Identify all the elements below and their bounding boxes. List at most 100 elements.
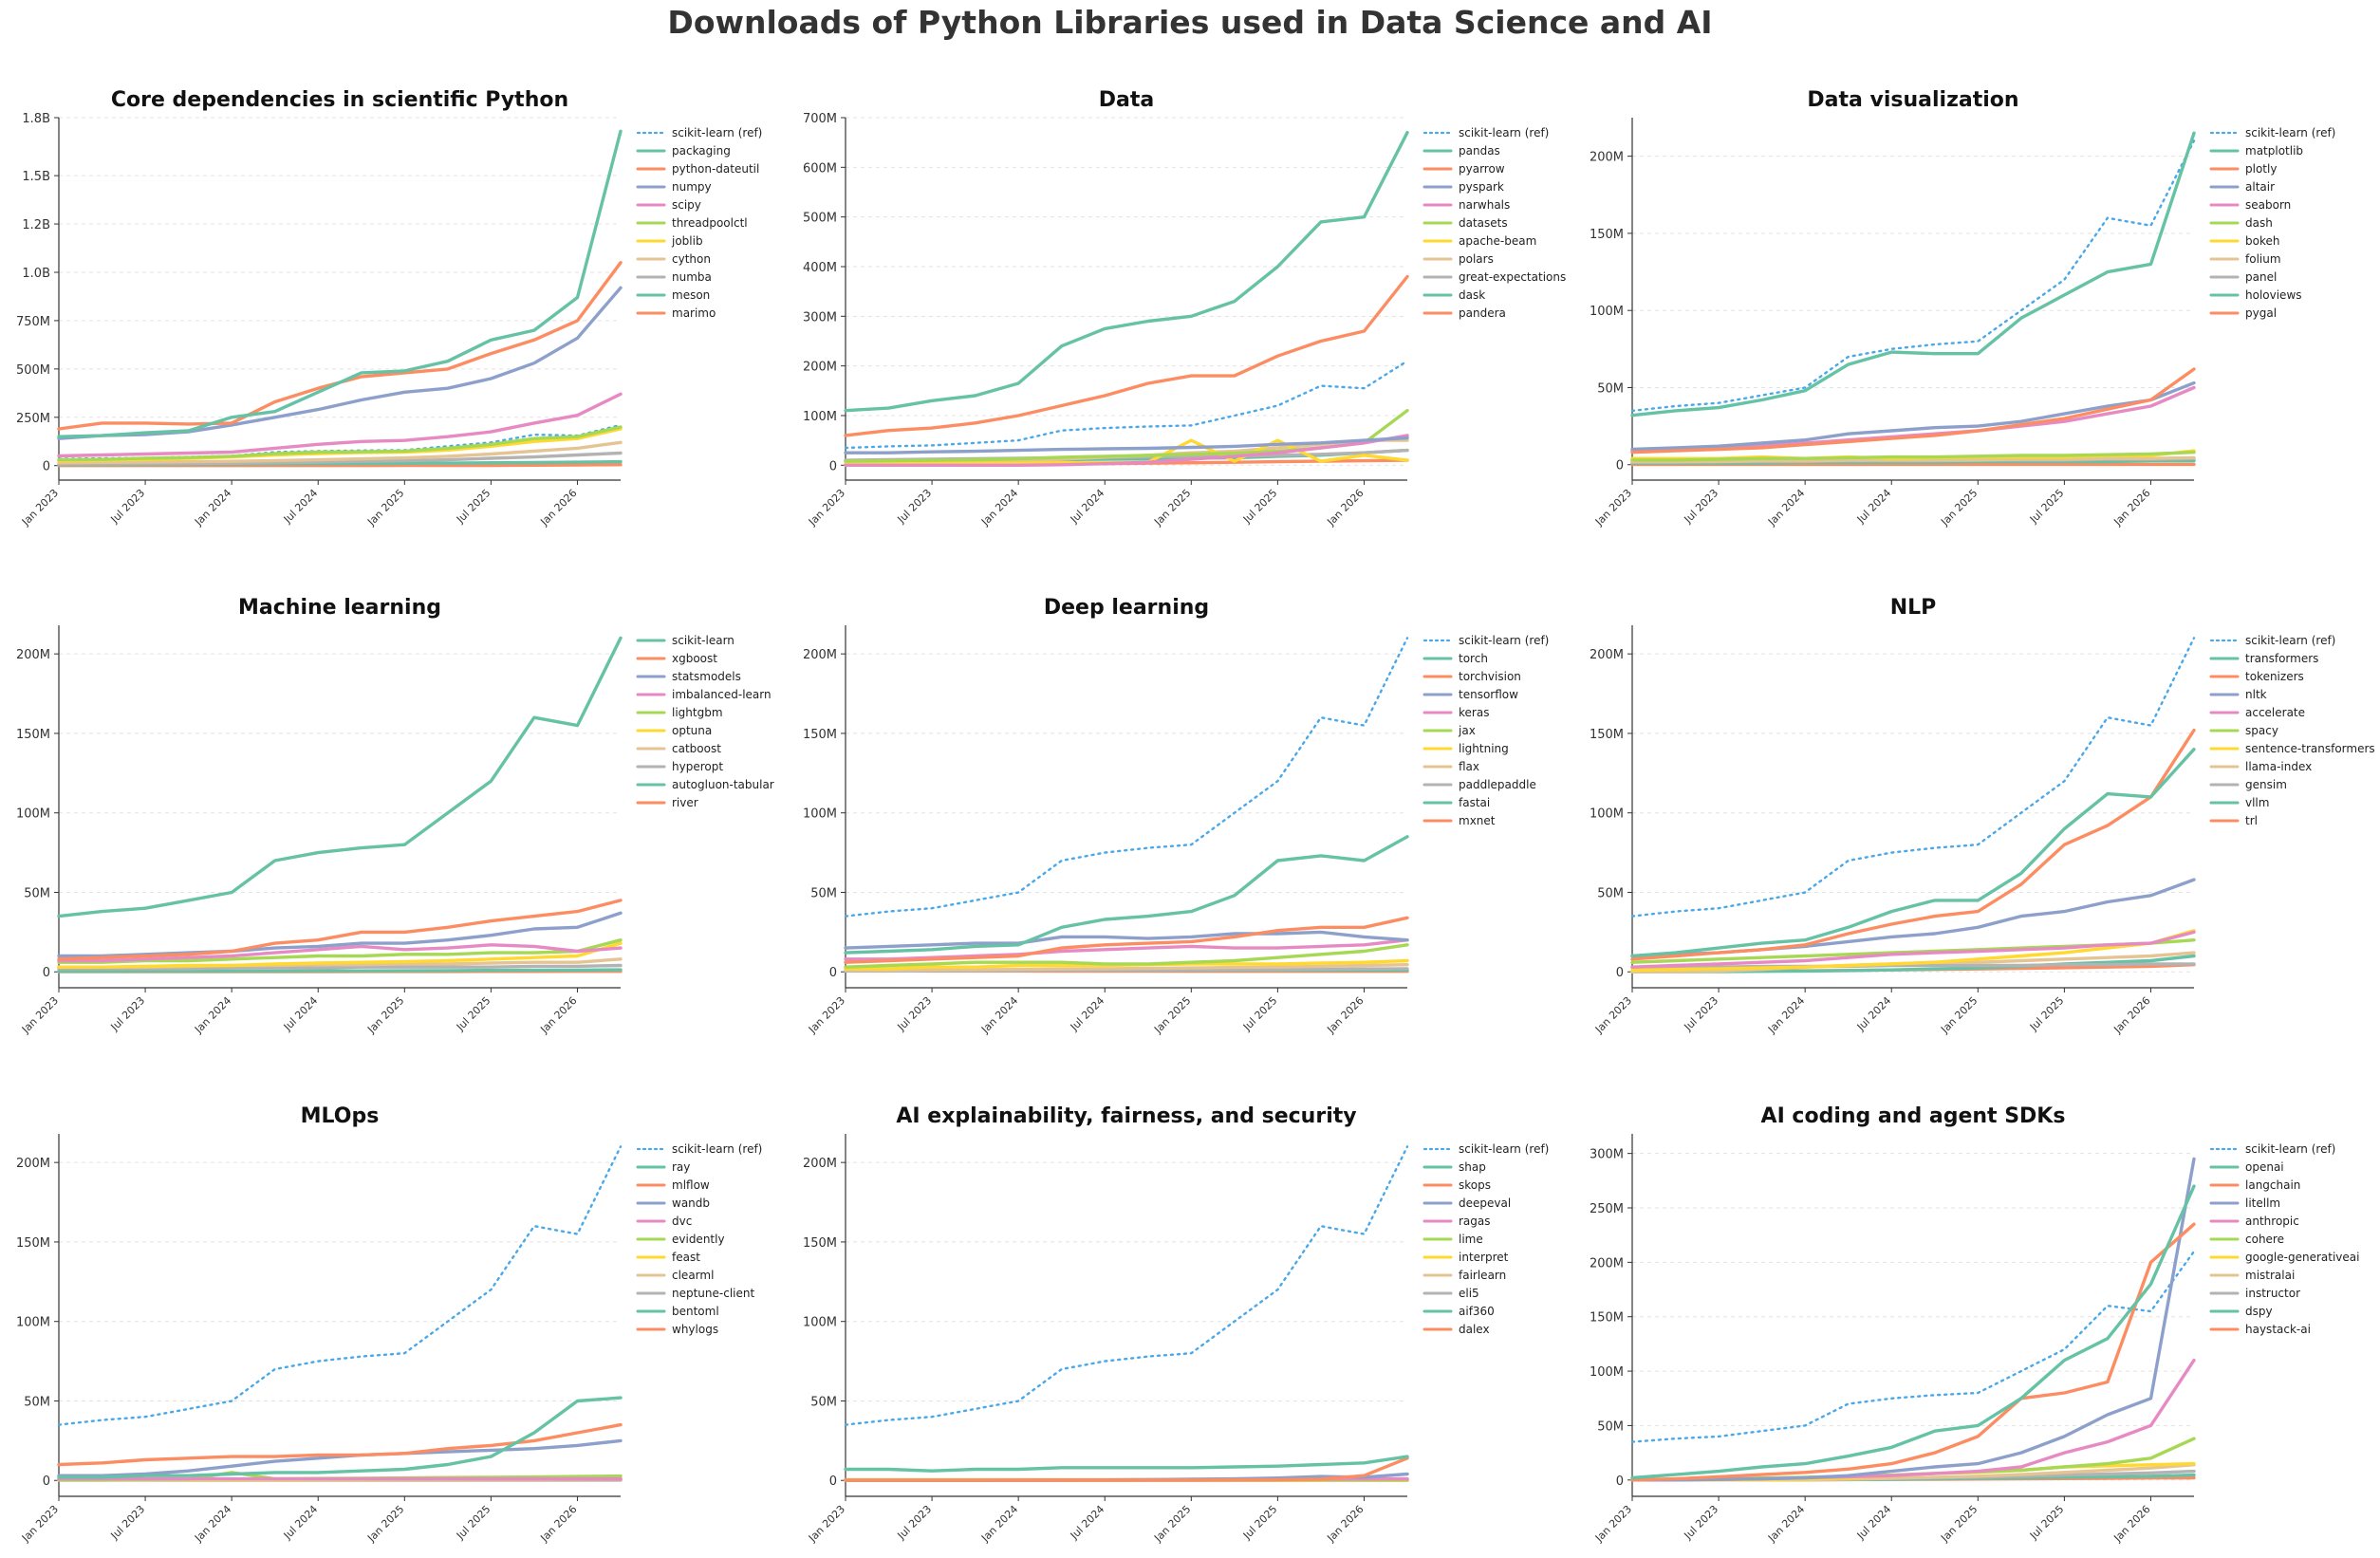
x-tick-label: Jan 2025	[364, 994, 406, 1036]
y-tick-label: 50M	[1597, 886, 1624, 900]
legend-label: pyarrow	[1459, 162, 1505, 176]
x-tick-label: Jul 2025	[454, 994, 493, 1034]
y-tick-label: 1.8B	[22, 112, 50, 126]
x-tick-label: Jan 2024	[1765, 1503, 1807, 1545]
series-line-scikit-learn-ref-	[1630, 1250, 2196, 1443]
legend-label: mistralai	[2245, 1269, 2295, 1282]
x-tick-label: Jan 2026	[2110, 1503, 2152, 1545]
y-tick-label: 200M	[803, 1157, 837, 1171]
subplot-title: Data visualization	[1807, 88, 2018, 112]
legend-label: litellm	[2245, 1196, 2280, 1210]
series-line-optuna	[57, 941, 623, 969]
subplot-title: AI explainability, fairness, and securit…	[896, 1104, 1356, 1128]
legend-label: jax	[1458, 724, 1476, 737]
legend-label: scikit-learn (ref)	[1459, 126, 1549, 139]
x-tick-label: Jan 2024	[192, 1503, 233, 1545]
x-tick-label: Jul 2024	[1854, 1503, 1894, 1543]
legend-label: pandas	[1459, 144, 1500, 158]
subplot-title: NLP	[1890, 596, 1937, 620]
legend-label: hyperopt	[672, 760, 723, 773]
series-line-pyspark	[844, 436, 1409, 454]
x-tick-label: Jan 2024	[978, 994, 1020, 1036]
y-tick-label: 200M	[803, 648, 837, 662]
legend-label: sentence-transformers	[2245, 742, 2375, 755]
x-tick-label: Jan 2023	[1592, 994, 1634, 1036]
y-tick-label: 0	[43, 460, 50, 474]
y-tick-label: 400M	[803, 261, 837, 275]
x-tick-label: Jan 2026	[537, 994, 579, 1036]
legend-label: anthropic	[2245, 1215, 2299, 1228]
series-line-mlflow	[57, 1422, 623, 1467]
series-line-flax	[844, 963, 1409, 973]
legend-label: spacy	[2245, 724, 2278, 737]
legend-label: mxnet	[1459, 814, 1496, 827]
legend-label: clearml	[672, 1269, 714, 1282]
x-tick-label: Jul 2025	[454, 1503, 493, 1543]
legend-label: holoviews	[2245, 288, 2302, 302]
legend-label: scikit-learn (ref)	[672, 126, 762, 139]
x-tick-label: Jan 2025	[364, 487, 406, 529]
x-tick-label: Jan 2025	[364, 1503, 406, 1545]
x-tick-label: Jan 2026	[1324, 487, 1366, 529]
y-tick-label: 250M	[16, 412, 50, 426]
x-tick-label: Jan 2025	[1151, 994, 1193, 1036]
legend-label: meson	[672, 288, 710, 302]
legend-label: scikit-learn (ref)	[2245, 1142, 2335, 1156]
legend-label: deepeval	[1459, 1196, 1511, 1210]
y-tick-label: 750M	[16, 315, 50, 329]
y-tick-label: 0	[1616, 1475, 1624, 1489]
series-line-shap	[844, 1455, 1409, 1473]
series-line-langchain	[1630, 1222, 2196, 1482]
x-tick-label: Jul 2023	[1682, 1503, 1721, 1543]
x-tick-label: Jan 2024	[978, 1503, 1020, 1545]
legend-label: eli5	[1459, 1287, 1479, 1300]
y-tick-label: 0	[43, 1475, 50, 1489]
x-tick-label: Jul 2024	[1068, 994, 1107, 1034]
legend-label: bokeh	[2245, 234, 2279, 248]
x-tick-label: Jan 2025	[1151, 487, 1193, 529]
y-tick-label: 0	[829, 459, 837, 473]
y-tick-label: 50M	[1597, 381, 1624, 396]
legend-label: tokenizers	[2245, 670, 2304, 683]
legend-label: joblib	[671, 234, 703, 248]
y-tick-label: 0	[829, 1475, 837, 1489]
y-tick-label: 100M	[16, 807, 50, 822]
legend-label: aif360	[1459, 1305, 1495, 1318]
y-tick-label: 100M	[1590, 807, 1624, 822]
legend-label: scikit-learn (ref)	[2245, 126, 2335, 139]
legend-label: whylogs	[672, 1323, 718, 1336]
legend-label: mlflow	[672, 1178, 710, 1192]
y-tick-label: 150M	[803, 728, 837, 742]
y-tick-label: 1.0B	[22, 267, 50, 281]
series-line-scipy	[57, 392, 623, 458]
x-tick-label: Jan 2023	[19, 1503, 61, 1545]
series-line-transformers	[1630, 748, 2196, 958]
legend-label: apache-beam	[1459, 234, 1536, 248]
legend-label: matplotlib	[2245, 144, 2303, 158]
x-tick-label: Jan 2024	[1765, 994, 1807, 1036]
subplot-3: Data visualization 0 50M 100M 150M 200M Jan 20…	[1590, 88, 2335, 529]
x-tick-label: Jul 2025	[1240, 994, 1280, 1034]
subplot-8: AI explainability, fairness, and securit…	[803, 1104, 1549, 1545]
x-tick-label: Jul 2023	[108, 487, 148, 527]
series-line-scikit-learn-ref-	[57, 1145, 623, 1426]
y-tick-label: 250M	[1590, 1202, 1624, 1216]
x-tick-label: Jul 2024	[1854, 994, 1894, 1034]
y-tick-label: 50M	[810, 1395, 837, 1409]
legend-label: dalex	[1459, 1323, 1490, 1336]
x-tick-label: Jul 2024	[1068, 1503, 1107, 1543]
legend-label: fairlearn	[1459, 1269, 1506, 1282]
legend-label: nltk	[2245, 688, 2267, 701]
y-tick-label: 100M	[803, 410, 837, 424]
y-tick-label: 1.5B	[22, 170, 50, 184]
y-tick-label: 100M	[803, 807, 837, 822]
legend-label: catboost	[672, 742, 721, 755]
legend-label: keras	[1459, 706, 1489, 719]
legend-label: statsmodels	[672, 670, 741, 683]
x-tick-label: Jan 2023	[19, 487, 61, 529]
y-tick-label: 200M	[16, 1157, 50, 1171]
x-tick-label: Jul 2023	[108, 994, 148, 1034]
x-tick-label: Jul 2025	[1240, 1503, 1280, 1543]
y-tick-label: 600M	[803, 161, 837, 176]
legend-label: cython	[672, 252, 711, 266]
